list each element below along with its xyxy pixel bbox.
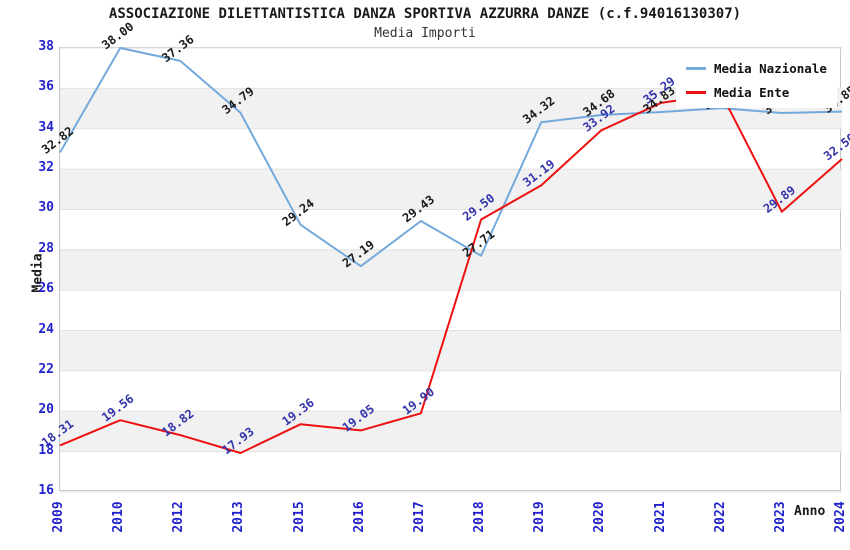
legend-label: Media Nazionale [714, 61, 827, 76]
y-tick-label: 26 [38, 281, 54, 297]
x-tick-label: 2009 [51, 501, 66, 533]
y-tick-label: 32 [38, 160, 54, 176]
x-tick-label: 2021 [652, 501, 668, 533]
chart-subtitle: Media Importi [374, 26, 476, 41]
y-tick-label: 24 [38, 321, 54, 337]
y-tick-label: 30 [38, 200, 54, 216]
plot-area: 32.82 38.00 37.36 34.79 29.24 27.19 29.43 27.71… [39, 19, 850, 493]
legend-item-media-ente: Media Ente [686, 85, 827, 100]
x-tick-label: 2019 [532, 501, 548, 533]
y-tick-label: 16 [38, 483, 54, 498]
y-tick-label: 18 [38, 442, 54, 458]
svg-text:32.50: 32.50 [821, 130, 850, 163]
legend: Media Nazionale Media Ente [676, 55, 837, 108]
x-tick-label: 2022 [712, 501, 728, 533]
y-tick-label: 38 [38, 39, 54, 54]
x-axis-title: Anno [794, 504, 826, 519]
y-tick-label: 22 [38, 361, 54, 377]
x-tick-label: 2024 [833, 501, 848, 533]
y-tick-label: 28 [38, 240, 54, 256]
x-tick-label: 2012 [171, 501, 187, 533]
x-tick-label: 2016 [351, 501, 367, 533]
x-tick-label: 2010 [111, 501, 127, 533]
y-tick-label: 36 [38, 79, 54, 95]
line-swatch-red-icon [686, 91, 706, 94]
legend-item-media-nazionale: Media Nazionale [686, 61, 827, 76]
x-tick-label: 2017 [411, 501, 427, 533]
line-swatch-blue-icon [686, 67, 706, 70]
x-tick-label: 2018 [472, 501, 488, 533]
x-tick-label: 2020 [592, 501, 608, 533]
x-tick-label: 2013 [231, 501, 247, 533]
x-tick-label: 2023 [772, 501, 788, 533]
legend-label: Media Ente [714, 85, 790, 100]
y-tick-label: 34 [38, 119, 54, 135]
y-tick-label: 20 [38, 402, 54, 418]
chart-title: ASSOCIAZIONE DILETTANTISTICA DANZA SPORT… [108, 6, 742, 22]
x-tick-label: 2015 [291, 501, 307, 533]
